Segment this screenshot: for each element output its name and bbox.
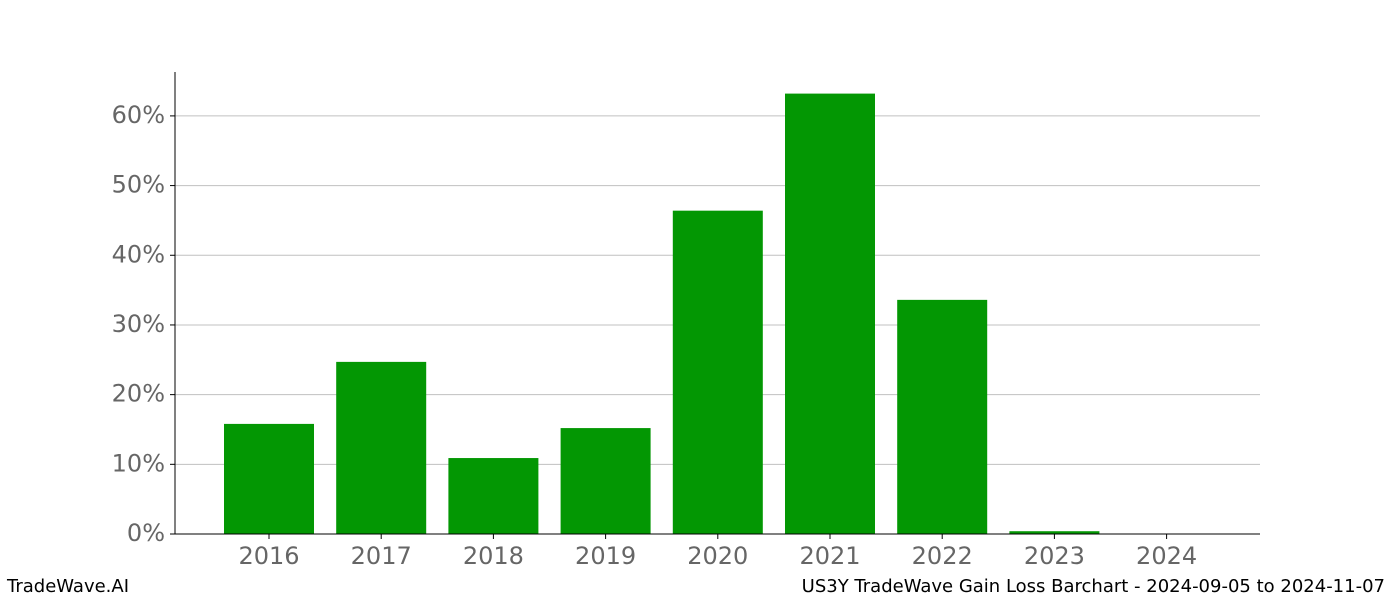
chart-caption: US3Y TradeWave Gain Loss Barchart - 2024… bbox=[802, 576, 1385, 597]
x-tick-label: 2020 bbox=[687, 542, 748, 570]
y-tick-label: 60% bbox=[112, 101, 165, 129]
x-tick-label: 2019 bbox=[575, 542, 636, 570]
x-tick-label: 2017 bbox=[351, 542, 412, 570]
bar bbox=[336, 361, 427, 534]
bar bbox=[448, 458, 539, 534]
brand: TradeWave.AI bbox=[6, 576, 129, 597]
y-tick-label: 10% bbox=[112, 449, 165, 477]
x-tick-label: 2022 bbox=[912, 542, 973, 570]
y-tick-label: 20% bbox=[112, 380, 165, 408]
x-tick-label: 2024 bbox=[1136, 542, 1197, 570]
bar bbox=[224, 423, 314, 534]
x-tick-label: 2018 bbox=[463, 542, 524, 570]
bar bbox=[560, 428, 651, 534]
bar bbox=[785, 93, 875, 534]
x-tick-label: 2021 bbox=[799, 542, 860, 570]
bar bbox=[897, 299, 988, 534]
y-tick-label: 0% bbox=[127, 519, 165, 547]
x-tick-label: 2016 bbox=[238, 542, 299, 570]
bar bbox=[1009, 531, 1100, 534]
y-tick-label: 50% bbox=[112, 171, 165, 199]
bar bbox=[672, 210, 763, 534]
y-tick-label: 40% bbox=[112, 240, 165, 268]
x-tick-label: 2023 bbox=[1024, 542, 1085, 570]
y-tick-label: 30% bbox=[112, 310, 165, 338]
